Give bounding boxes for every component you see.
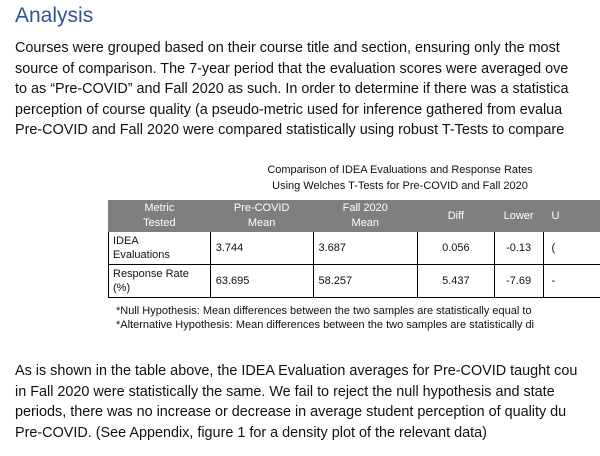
paragraph-line: in Fall 2020 were statistically the same…: [15, 383, 555, 400]
pre-covid-mean-cell: 3.744: [209, 231, 314, 265]
section-heading: Analysis: [15, 4, 94, 27]
caption-line: Using Welches T-Tests for Pre-COVID and …: [272, 180, 528, 192]
pre-covid-mean-cell: 63.695: [209, 264, 314, 298]
paragraph-line: Pre-COVID and Fall 2020 were compared st…: [15, 122, 565, 138]
header-diff: Diff: [417, 200, 495, 232]
paragraph-line: As is shown in the table above, the IDEA…: [15, 363, 578, 379]
upper-cell: -: [542, 264, 600, 298]
paragraph-line: source of comparison. The 7-year period …: [15, 60, 569, 77]
upper-cell: (: [542, 231, 600, 265]
t-test-table: Metric Tested Pre-COVID Mean Fall 2020 M…: [108, 200, 600, 298]
header-fall-2020-mean: Fall 2020 Mean: [312, 200, 419, 232]
header-upper: U: [542, 200, 600, 232]
paragraph-line: perception of course quality (a pseudo-m…: [15, 101, 563, 118]
header-metric-tested: Metric Tested: [108, 200, 211, 232]
table-header-row: Metric Tested Pre-COVID Mean Fall 2020 M…: [108, 200, 600, 232]
paragraph-line: Pre-COVID. (See Appendix, figure 1 for a…: [15, 424, 487, 441]
paragraph-line: to as “Pre-COVID” and Fall 2020 as such.…: [15, 81, 569, 97]
table-row: IDEA Evaluations 3.744 3.687 0.056 -0.13…: [108, 231, 600, 265]
diff-cell: 5.437: [417, 264, 495, 298]
intro-paragraph: Courses were grouped based on their cour…: [15, 38, 569, 141]
null-hypothesis-note: *Null Hypothesis: Mean differences betwe…: [116, 305, 532, 317]
diff-cell: 0.056: [417, 231, 495, 265]
caption-line: Comparison of IDEA Evaluations and Respo…: [267, 164, 533, 176]
table-caption: Comparison of IDEA Evaluations and Respo…: [200, 162, 600, 194]
lower-cell: -0.13: [493, 231, 544, 265]
fall-2020-mean-cell: 3.687: [312, 231, 419, 265]
paragraph-line: periods, there was no increase or decrea…: [15, 404, 567, 420]
conclusion-paragraph: As is shown in the table above, the IDEA…: [15, 361, 577, 443]
header-pre-covid-mean: Pre-COVID Mean: [209, 200, 314, 232]
header-lower: Lower: [493, 200, 544, 232]
metric-cell: Response Rate (%): [108, 264, 211, 298]
fall-2020-mean-cell: 58.257: [312, 264, 419, 298]
paragraph-line: Courses were grouped based on their cour…: [15, 40, 560, 56]
metric-cell: IDEA Evaluations: [108, 231, 211, 265]
alternative-hypothesis-note: *Alternative Hypothesis: Mean difference…: [116, 319, 535, 331]
lower-cell: -7.69: [493, 264, 544, 298]
table-row: Response Rate (%) 63.695 58.257 5.437 -7…: [108, 264, 600, 298]
